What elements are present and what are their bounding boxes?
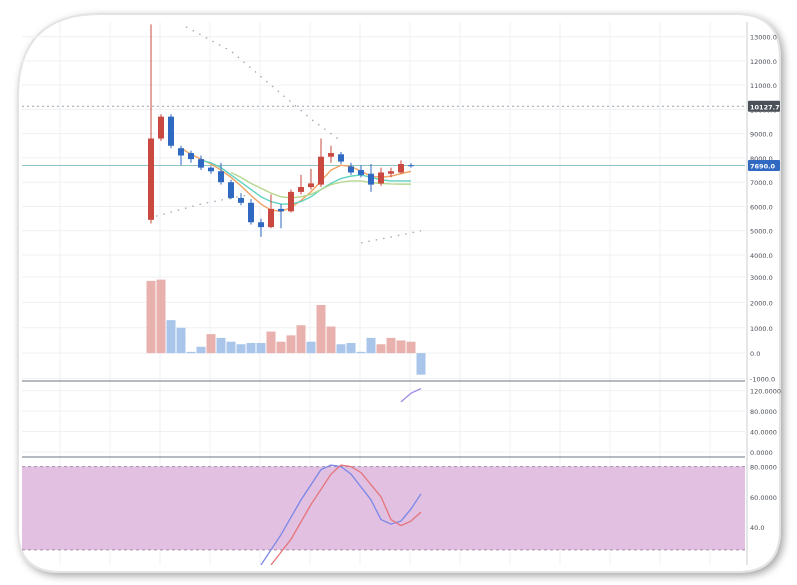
candle-body bbox=[278, 208, 284, 212]
plot-area bbox=[22, 22, 745, 565]
volume-bar bbox=[356, 351, 366, 354]
candle-body bbox=[408, 165, 414, 167]
last-price-tag: 7690.0 bbox=[750, 162, 776, 170]
candle-body bbox=[318, 156, 324, 185]
volume-bar bbox=[376, 344, 386, 354]
volume-bar bbox=[276, 341, 286, 354]
candle-body bbox=[228, 182, 234, 198]
candle-body bbox=[178, 148, 184, 156]
candle-body bbox=[358, 170, 364, 175]
volume-bar bbox=[156, 279, 166, 354]
price-tick-label: 8000.0 bbox=[750, 155, 773, 163]
candle-body bbox=[308, 183, 314, 188]
candle-body bbox=[158, 116, 164, 139]
volume-bar bbox=[206, 334, 216, 354]
volume-bar bbox=[176, 327, 186, 354]
candle-body bbox=[258, 222, 264, 228]
volume-bar bbox=[416, 353, 426, 375]
candle-body bbox=[188, 153, 194, 160]
volume-bar bbox=[366, 337, 376, 354]
volume-bar bbox=[186, 351, 196, 354]
price-tick-label: 6000.0 bbox=[750, 203, 773, 211]
candle-body bbox=[248, 202, 254, 223]
last-price-tag-box bbox=[748, 159, 780, 171]
oscillator-tick-label: 40.0 bbox=[750, 524, 764, 532]
price-tick-label: 4000.0 bbox=[750, 252, 773, 260]
price-tick-label: 11000.0 bbox=[750, 82, 777, 90]
volume-bar bbox=[196, 346, 206, 354]
marker-price-tag: 10127.7 bbox=[750, 103, 780, 111]
marker-price-tag-box bbox=[748, 100, 780, 112]
volume-bar bbox=[336, 344, 346, 354]
price-tick-label: 13000.0 bbox=[750, 34, 777, 42]
oscillator-band bbox=[22, 466, 745, 550]
oscillator-tick-label: 80.0000 bbox=[750, 464, 777, 472]
price-tick-label: 5000.0 bbox=[750, 228, 773, 236]
candle-body bbox=[368, 173, 374, 185]
volume-tick-label: -1000.0 bbox=[750, 375, 775, 383]
indicator-tick-label: 40.0000 bbox=[750, 428, 777, 436]
volume-bar bbox=[216, 337, 226, 354]
volume-bar bbox=[346, 342, 356, 354]
candle-body bbox=[288, 191, 294, 212]
indicator-tick-label: 80.0000 bbox=[750, 408, 777, 416]
indicator-tick-label: 120.0000 bbox=[750, 388, 781, 396]
rounded-frame bbox=[17, 13, 781, 573]
price-tick-label: 12000.0 bbox=[750, 58, 777, 66]
volume-tick-label: 3000.0 bbox=[750, 274, 773, 282]
volume-bar bbox=[236, 344, 246, 354]
volume-tick-label: 1000.0 bbox=[750, 325, 773, 333]
volume-bar bbox=[326, 326, 336, 354]
volume-bar bbox=[316, 304, 326, 354]
candle-body bbox=[298, 187, 304, 192]
volume-bar bbox=[146, 280, 156, 354]
candle-body bbox=[168, 116, 174, 146]
volume-bar bbox=[296, 325, 306, 354]
volume-bar bbox=[256, 342, 266, 354]
oscillator-tick-label: 60.0000 bbox=[750, 494, 777, 502]
candle-body bbox=[388, 171, 394, 174]
candle-body bbox=[378, 172, 384, 184]
price-axis: 4000.0 5000.0 6000.0 7000.0 8000.0 9000.0 1000… bbox=[746, 22, 781, 565]
oscillator-line bbox=[270, 464, 422, 565]
candle-body bbox=[148, 138, 154, 220]
volume-bar bbox=[166, 320, 176, 354]
volume-bar bbox=[246, 342, 256, 354]
volume-bar bbox=[286, 335, 296, 354]
price-tick-label: 9000.0 bbox=[750, 131, 773, 139]
candle-body bbox=[218, 171, 224, 183]
moving-average-line bbox=[200, 159, 411, 205]
candle-body bbox=[338, 154, 344, 162]
volume-tick-label: 0.0 bbox=[750, 350, 760, 358]
volume-bar bbox=[266, 331, 276, 354]
indicator-line bbox=[400, 388, 422, 403]
candle-body bbox=[398, 163, 404, 173]
volume-bar bbox=[226, 341, 236, 354]
candle-body bbox=[328, 153, 334, 157]
channel-dotted-line bbox=[155, 193, 252, 217]
oscillator-line bbox=[260, 464, 422, 565]
candle-body bbox=[208, 167, 214, 172]
candle-body bbox=[238, 197, 244, 203]
price-tick-label: 7000.0 bbox=[750, 179, 773, 187]
candle-body bbox=[348, 166, 354, 173]
candle-body bbox=[198, 159, 204, 168]
volume-bar bbox=[406, 341, 416, 354]
channel-dotted-line bbox=[360, 230, 422, 244]
indicator-tick-label: 0.0000 bbox=[750, 449, 773, 457]
volume-bar bbox=[396, 340, 406, 354]
volume-bar bbox=[306, 341, 316, 354]
volume-tick-label: 2000.0 bbox=[750, 299, 773, 307]
volume-bar bbox=[386, 337, 396, 354]
candle-body bbox=[268, 208, 274, 228]
